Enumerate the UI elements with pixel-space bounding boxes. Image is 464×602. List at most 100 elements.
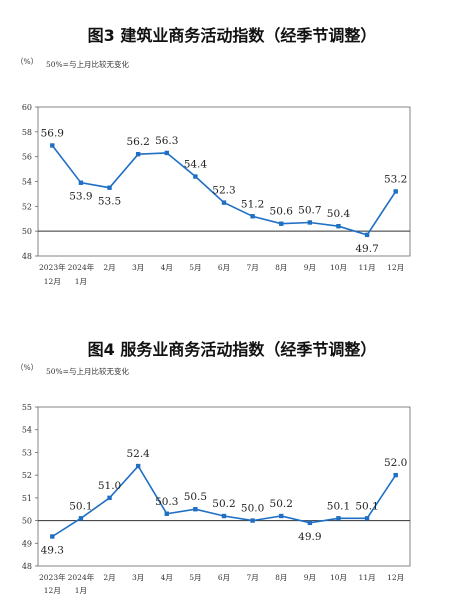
x-tick-label: 3月	[132, 263, 144, 272]
data-point	[50, 143, 55, 148]
x-tick-label: 12月	[387, 573, 404, 582]
data-point	[78, 516, 84, 521]
data-point	[250, 214, 255, 219]
data-label: 50.3	[155, 496, 178, 508]
data-point	[364, 232, 370, 238]
data-label: 52.0	[384, 457, 407, 469]
data-label: 49.7	[355, 243, 378, 255]
data-point	[221, 513, 227, 519]
x-tick-label: 11月	[359, 573, 376, 582]
data-label: 52.3	[212, 185, 235, 197]
data-label: 51.2	[241, 198, 264, 210]
x-tick-label: 6月	[218, 573, 230, 582]
data-point	[135, 463, 141, 469]
data-label: 50.7	[298, 204, 321, 216]
y-tick-label: 48	[22, 562, 32, 571]
y-tick-label: 50	[22, 227, 32, 236]
plot-frame	[37, 106, 411, 257]
data-label: 50.2	[270, 498, 293, 510]
data-point	[50, 534, 55, 539]
data-label: 54.4	[184, 159, 208, 171]
x-tick-label: 2024年	[68, 262, 95, 272]
x-tick-label: 6月	[218, 263, 230, 272]
x-tick-label: 4月	[161, 263, 173, 272]
chart-services-svg: （%） 50%=与上月比较无变化 48 49 50 51 52 53 54 55 2023年 12月 2…	[16, 363, 411, 595]
data-point	[336, 224, 341, 229]
x-tick-label: 2月	[103, 573, 115, 582]
data-point	[364, 516, 370, 521]
data-label: 52.4	[126, 448, 150, 460]
data-point	[279, 221, 284, 226]
y-tick-label: 51	[22, 494, 32, 503]
chart-title: 图4 服务业商务活动指数（经季节调整）	[87, 340, 377, 359]
data-point	[250, 518, 255, 523]
x-tick-label: 1月	[75, 277, 87, 286]
y-unit-label: （%）	[16, 57, 38, 66]
chart-services-index: 图4 服务业商务活动指数（经季节调整） （%） 50%=与上月比较无变化 48 49 5…	[0, 300, 464, 602]
data-label: 49.3	[41, 544, 64, 556]
x-tick-label: 10月	[330, 573, 347, 582]
data-point	[107, 495, 112, 501]
data-label: 51.0	[98, 480, 121, 492]
x-tick-label: 5月	[189, 263, 201, 272]
x-tick-label: 12月	[44, 586, 61, 595]
y-tick-label: 55	[22, 403, 32, 412]
y-tick-label: 52	[22, 471, 32, 480]
x-tick-label: 2024年	[68, 572, 95, 582]
data-point	[307, 520, 313, 526]
x-tick-label: 2023年	[39, 572, 66, 582]
data-label: 50.1	[355, 500, 378, 512]
chart-title: 图3 建筑业商务活动指数（经季节调整）	[87, 26, 377, 45]
x-tick-label: 12月	[387, 263, 404, 272]
x-tick-label: 12月	[44, 277, 61, 286]
x-tick-label: 9月	[304, 263, 316, 272]
data-point	[393, 189, 398, 194]
data-point	[336, 516, 341, 521]
data-label: 49.9	[298, 531, 321, 543]
data-point	[135, 151, 141, 157]
plot-frame	[37, 406, 411, 567]
chart-construction-svg: （%） 50%=与上月比较无变化 48 50 52 54 56 58 60 2023年 12月 202…	[16, 57, 411, 286]
data-point	[193, 507, 198, 512]
data-label: 50.1	[327, 500, 350, 512]
x-tick-label: 8月	[275, 263, 287, 272]
y-tick-label: 58	[22, 128, 32, 137]
x-tick-label: 8月	[275, 573, 287, 582]
x-tick-label: 9月	[304, 573, 316, 582]
y-tick-label: 52	[22, 202, 32, 211]
y-tick-label: 54	[22, 426, 32, 435]
data-point	[164, 511, 169, 516]
y-tick-label: 60	[22, 103, 32, 112]
data-label: 53.2	[384, 173, 407, 185]
y-tick-label: 48	[22, 252, 32, 261]
data-point	[78, 180, 84, 185]
data-label: 56.3	[155, 135, 178, 147]
data-label: 50.4	[327, 208, 351, 220]
chart-construction-index: 图3 建筑业商务活动指数（经季节调整） （%） 50%=与上月比较无变化 48 50 5…	[0, 0, 464, 300]
y-tick-label: 49	[22, 539, 32, 548]
data-label: 53.9	[69, 191, 92, 203]
y-unit-label: （%）	[16, 363, 38, 372]
data-point	[307, 220, 313, 225]
y-tick-label: 50	[22, 517, 32, 526]
x-tick-label: 7月	[246, 263, 258, 272]
x-tick-label: 3月	[132, 573, 144, 582]
x-tick-label: 4月	[161, 573, 173, 582]
y-tick-label: 54	[22, 178, 32, 187]
y-tick-label: 53	[22, 448, 32, 457]
x-tick-label: 5月	[189, 573, 201, 582]
data-point	[107, 185, 112, 190]
data-label: 56.2	[126, 136, 149, 148]
x-tick-label: 7月	[246, 573, 258, 582]
data-label: 50.2	[212, 498, 235, 510]
data-label: 50.0	[241, 503, 264, 515]
data-label: 50.1	[69, 500, 92, 512]
data-label: 53.5	[98, 196, 121, 208]
data-label: 56.9	[41, 127, 64, 139]
data-point	[393, 472, 398, 478]
data-point	[279, 513, 284, 519]
data-point	[193, 174, 198, 179]
data-point	[221, 200, 227, 205]
chart-note: 50%=与上月比较无变化	[46, 366, 129, 376]
chart-note: 50%=与上月比较无变化	[46, 59, 129, 69]
